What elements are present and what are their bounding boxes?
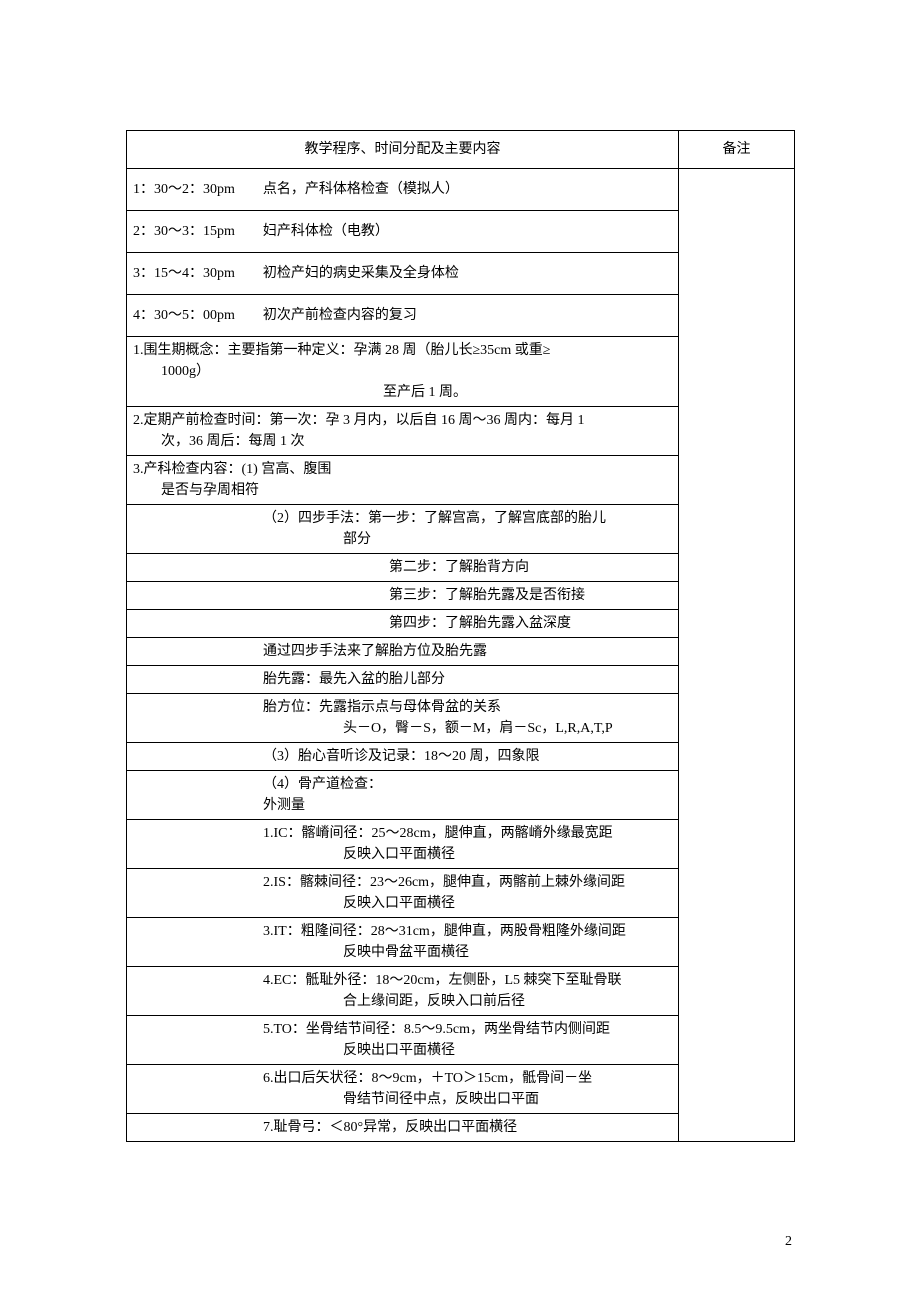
header-main: 教学程序、时间分配及主要内容 — [127, 131, 679, 169]
content-line2: 合上缘间距，反映入口前后径 — [133, 991, 672, 1012]
content-line: 2.定期产前检查时间：第一次：孕 3 月内，以后自 16 周～36 周内：每月 … — [133, 410, 672, 431]
schedule-desc: 初次产前检查内容的复习 — [263, 308, 417, 323]
content-line: 6.出口后矢状径：8～9cm，＋TO＞15cm，骶骨间－坐 — [133, 1068, 672, 1089]
header-row: 教学程序、时间分配及主要内容备注 — [127, 131, 795, 169]
main-cell: 第二步：了解胎背方向 — [127, 554, 679, 582]
content-line2: 次，36 周后：每周 1 次 — [133, 431, 672, 452]
main-cell: 6.出口后矢状径：8～9cm，＋TO＞15cm，骶骨间－坐骨结节间径中点，反映出… — [127, 1065, 679, 1114]
content-line2: 部分 — [133, 529, 672, 550]
content-line3: 至产后 1 周。 — [133, 382, 672, 403]
content-line: 1.IC：髂嵴间径：25～28cm，腿伸直，两髂嵴外缘最宽距 — [133, 823, 672, 844]
table-body: 教学程序、时间分配及主要内容备注 1：30～2：30pm 点名，产科体格检查（模拟人… — [127, 131, 795, 1142]
main-cell: 通过四步手法来了解胎方位及胎先露 — [127, 638, 679, 666]
schedule-desc: 点名，产科体格检查（模拟人） — [263, 182, 459, 197]
main-cell: 7.耻骨弓：＜80°异常，反映出口平面横径 — [127, 1114, 679, 1142]
content-line2: 头－O，臀－S，额－M，肩－Sc，L,R,A,T,P — [133, 718, 672, 739]
content-line2: 1000g） — [133, 361, 672, 382]
main-cell: 第四步：了解胎先露入盆深度 — [127, 610, 679, 638]
main-cell: 3：15～4：30pm 初检产妇的病史采集及全身体检 — [127, 253, 679, 295]
main-cell: （2）四步手法：第一步：了解宫高，了解宫底部的胎儿部分 — [127, 505, 679, 554]
content-line: 3.IT：粗隆间径：28～31cm，腿伸直，两股骨粗隆外缘间距 — [133, 921, 672, 942]
main-cell: 2.IS：髂棘间径：23～26cm，腿伸直，两髂前上棘外缘间距反映入口平面横径 — [127, 869, 679, 918]
main-cell: 2：30～3：15pm 妇产科体检（电教） — [127, 211, 679, 253]
content-line: 胎方位：先露指示点与母体骨盆的关系 — [133, 697, 672, 718]
content-line: 第二步：了解胎背方向 — [133, 557, 672, 578]
content-line2: 反映出口平面横径 — [133, 1040, 672, 1061]
lesson-table: 教学程序、时间分配及主要内容备注 1：30～2：30pm 点名，产科体格检查（模拟人… — [126, 130, 795, 1142]
content-line: （4）骨产道检查： — [133, 774, 672, 795]
schedule-time: 4：30～5：00pm — [133, 305, 235, 326]
content-line: （3）胎心音听诊及记录：18～20 周，四象限 — [133, 746, 672, 767]
content-line: 5.TO：坐骨结节间径：8.5～9.5cm，两坐骨结节内侧间距 — [133, 1019, 672, 1040]
main-cell: 1.IC：髂嵴间径：25～28cm，腿伸直，两髂嵴外缘最宽距反映入口平面横径 — [127, 820, 679, 869]
schedule-time: 1：30～2：30pm — [133, 179, 235, 200]
content-line: 2.IS：髂棘间径：23～26cm，腿伸直，两髂前上棘外缘间距 — [133, 872, 672, 893]
main-cell: 4：30～5：00pm 初次产前检查内容的复习 — [127, 295, 679, 337]
content-line: 第四步：了解胎先露入盆深度 — [133, 613, 672, 634]
content-line: 通过四步手法来了解胎方位及胎先露 — [133, 641, 672, 662]
content-line2: 是否与孕周相符 — [133, 480, 672, 501]
content-line: （2）四步手法：第一步：了解宫高，了解宫底部的胎儿 — [133, 508, 672, 529]
content-line: 胎先露：最先入盆的胎儿部分 — [133, 669, 672, 690]
content-line: 7.耻骨弓：＜80°异常，反映出口平面横径 — [133, 1117, 672, 1138]
content-line2: 外测量 — [133, 795, 672, 816]
table-row: 1：30～2：30pm 点名，产科体格检查（模拟人） — [127, 169, 795, 211]
content-line: 4.EC：骶耻外径：18～20cm，左侧卧，L5 棘突下至耻骨联 — [133, 970, 672, 991]
content-line2: 反映入口平面横径 — [133, 893, 672, 914]
main-cell: 5.TO：坐骨结节间径：8.5～9.5cm，两坐骨结节内侧间距反映出口平面横径 — [127, 1016, 679, 1065]
content-line: 3.产科检查内容：(1) 宫高、腹围 — [133, 459, 672, 480]
content-line2: 骨结节间径中点，反映出口平面 — [133, 1089, 672, 1110]
main-cell: 2.定期产前检查时间：第一次：孕 3 月内，以后自 16 周～36 周内：每月 … — [127, 407, 679, 456]
schedule-time: 3：15～4：30pm — [133, 263, 235, 284]
main-cell: 1.围生期概念：主要指第一种定义：孕满 28 周（胎儿长≥35cm 或重≥100… — [127, 337, 679, 407]
schedule-time: 2：30～3：15pm — [133, 221, 235, 242]
page-number: 2 — [785, 1234, 792, 1250]
content-line2: 反映入口平面横径 — [133, 844, 672, 865]
main-cell: 1：30～2：30pm 点名，产科体格检查（模拟人） — [127, 169, 679, 211]
main-cell: 胎先露：最先入盆的胎儿部分 — [127, 666, 679, 694]
main-cell: 3.产科检查内容：(1) 宫高、腹围是否与孕周相符 — [127, 456, 679, 505]
schedule-desc: 妇产科体检（电教） — [263, 224, 389, 239]
main-cell: 4.EC：骶耻外径：18～20cm，左侧卧，L5 棘突下至耻骨联合上缘间距，反映… — [127, 967, 679, 1016]
page-container: 教学程序、时间分配及主要内容备注 1：30～2：30pm 点名，产科体格检查（模拟人… — [126, 130, 794, 1142]
main-cell: （3）胎心音听诊及记录：18～20 周，四象限 — [127, 743, 679, 771]
note-cell — [679, 169, 795, 1142]
content-line2: 反映中骨盆平面横径 — [133, 942, 672, 963]
header-note: 备注 — [679, 131, 795, 169]
main-cell: 3.IT：粗隆间径：28～31cm，腿伸直，两股骨粗隆外缘间距反映中骨盆平面横径 — [127, 918, 679, 967]
content-line: 第三步：了解胎先露及是否衔接 — [133, 585, 672, 606]
main-cell: （4）骨产道检查：外测量 — [127, 771, 679, 820]
schedule-desc: 初检产妇的病史采集及全身体检 — [263, 266, 459, 281]
content-line: 1.围生期概念：主要指第一种定义：孕满 28 周（胎儿长≥35cm 或重≥ — [133, 340, 672, 361]
main-cell: 第三步：了解胎先露及是否衔接 — [127, 582, 679, 610]
main-cell: 胎方位：先露指示点与母体骨盆的关系头－O，臀－S，额－M，肩－Sc，L,R,A,… — [127, 694, 679, 743]
